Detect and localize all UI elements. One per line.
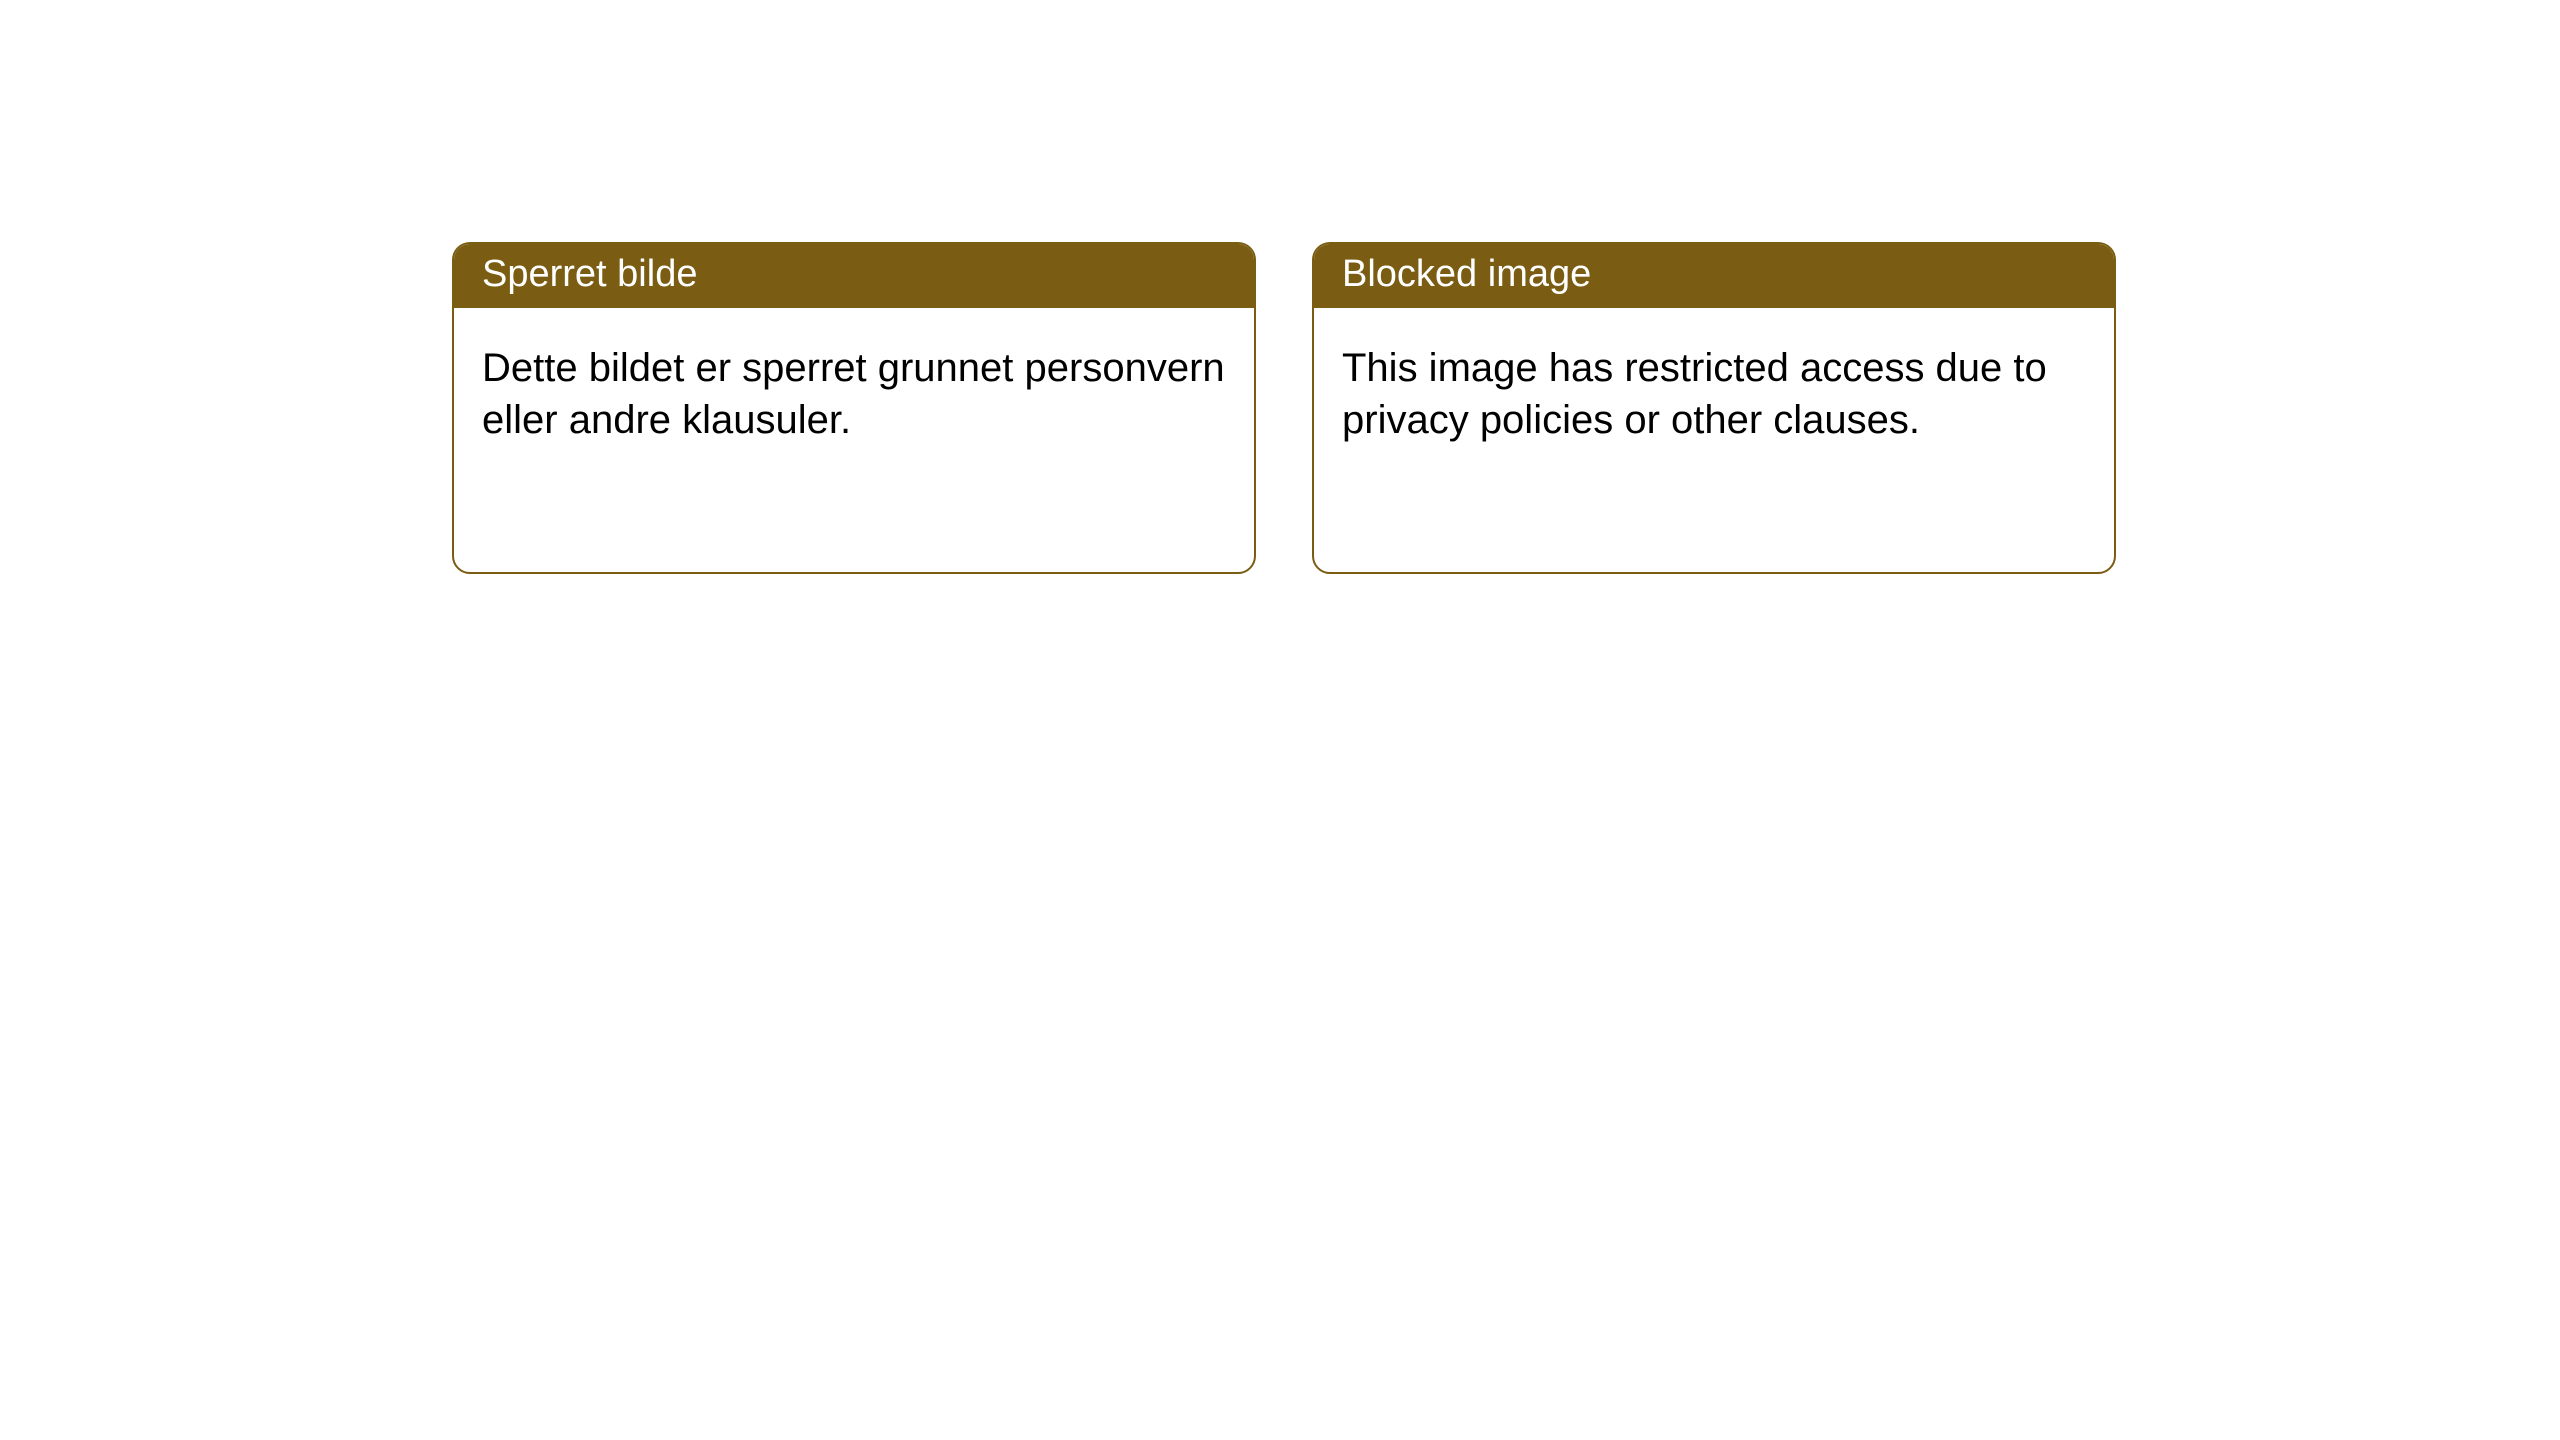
notice-card-norwegian: Sperret bilde Dette bildet er sperret gr… bbox=[452, 242, 1256, 574]
notice-card-english: Blocked image This image has restricted … bbox=[1312, 242, 2116, 574]
notice-cards-row: Sperret bilde Dette bildet er sperret gr… bbox=[452, 242, 2116, 574]
notice-card-body: Dette bildet er sperret grunnet personve… bbox=[454, 308, 1254, 482]
notice-card-header: Sperret bilde bbox=[454, 244, 1254, 308]
notice-card-body: This image has restricted access due to … bbox=[1314, 308, 2114, 482]
notice-card-header: Blocked image bbox=[1314, 244, 2114, 308]
